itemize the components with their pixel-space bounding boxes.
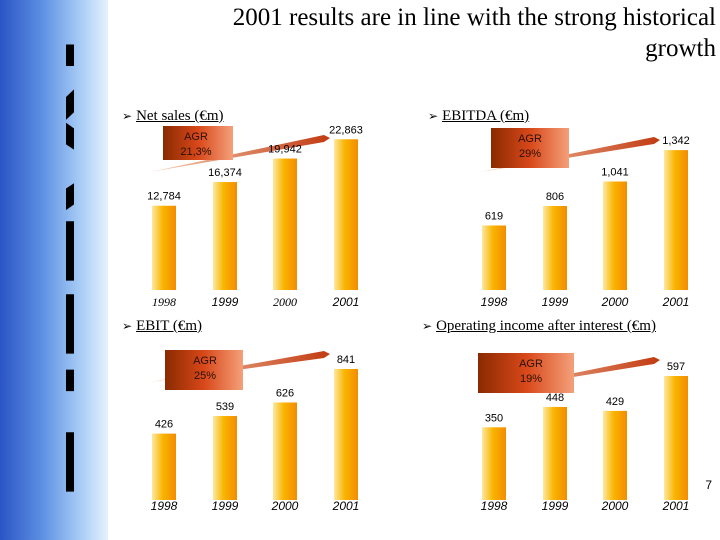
net-sales-bar-1999 (213, 182, 237, 290)
ebitda-bar-1998 (482, 225, 506, 290)
bullet-arrow-icon: ➢ (428, 109, 439, 123)
ebitda-bar-2001 (664, 150, 688, 290)
page-number: 7 (705, 478, 712, 492)
ebit-year-label-1999: 1999 (212, 499, 239, 513)
ebit-value-label-1998: 426 (155, 419, 173, 431)
ebitda-year-label-1999: 1999 (542, 295, 569, 309)
ebit-title: EBIT (€m) (136, 318, 203, 334)
operating-income-bar-2000 (603, 410, 627, 500)
operating-income-title: Operating income after interest (€m) (436, 318, 656, 334)
net-sales-year-label-1999: 1999 (212, 295, 239, 309)
ebitda-title: EBITDA (€m) (442, 108, 530, 124)
ebitda-agr-label: 29% (519, 148, 541, 160)
operating-income-value-label-2001: 597 (667, 361, 685, 373)
net-sales-header: ➢ Net sales (€m) (122, 108, 224, 125)
operating-income-year-label-2001: 2001 (662, 499, 690, 513)
ebit-agr-box (165, 350, 243, 390)
net-sales-year-label-2001: 2001 (332, 295, 360, 309)
net-sales-year-label-1998: 1998 (152, 295, 176, 309)
ebit-bar-1998 (152, 433, 176, 500)
net-sales-year-label-2000: 2000 (273, 295, 297, 309)
ebitda-value-label-1998: 619 (485, 210, 503, 222)
rallye-logo: RALLYE (51, 34, 74, 500)
ebitda-year-label-2001: 2001 (662, 295, 690, 309)
operating-income-year-label-2000: 2000 (601, 499, 629, 513)
ebitda-agr-label: AGR (518, 133, 542, 145)
ebitda-value-label-2000: 1,041 (601, 167, 629, 179)
operating-income-header: ➢ Operating income after interest (€m) (422, 318, 656, 335)
net-sales-bar-1998 (152, 205, 176, 290)
ebitda-value-label-1999: 806 (546, 191, 564, 203)
ebitda-header: ➢ EBITDA (€m) (428, 108, 529, 125)
slide-title: 2001 results are in line with the strong… (232, 4, 716, 62)
net-sales-value-label-1998: 12,784 (147, 191, 181, 203)
ebit-header: ➢ EBIT (€m) (122, 318, 202, 335)
ebit-value-label-2000: 626 (276, 387, 294, 399)
net-sales-growth-arrow (150, 135, 330, 172)
ebitda-year-label-2000: 2000 (601, 295, 629, 309)
bullet-arrow-icon: ➢ (122, 319, 133, 333)
net-sales-agr-label: AGR (184, 131, 208, 143)
net-sales-bar-2000 (273, 158, 297, 290)
operating-income-value-label-1998: 350 (485, 412, 503, 424)
ebit-bar-2000 (273, 402, 297, 500)
net-sales-bar-2001 (334, 139, 358, 290)
brand-sidebar: RALLYE (0, 0, 108, 540)
bullet-arrow-icon: ➢ (122, 109, 133, 123)
ebit-year-label-2001: 2001 (332, 499, 360, 513)
operating-income-year-label-1999: 1999 (542, 499, 569, 513)
net-sales-agr-label: 21,3% (180, 146, 211, 158)
operating-income-value-label-1999: 448 (546, 392, 564, 404)
ebit-agr-label: 25% (194, 370, 216, 382)
ebit-value-label-1999: 539 (216, 401, 234, 413)
operating-income-value-label-2000: 429 (606, 396, 624, 408)
ebitda-bar-2000 (603, 181, 627, 290)
ebit-year-label-1998: 1998 (151, 499, 178, 513)
ebit-value-label-2001: 841 (337, 354, 355, 366)
net-sales-title: Net sales (€m) (136, 108, 224, 124)
net-sales-value-label-2000: 19,942 (268, 144, 302, 156)
net-sales-value-label-2001: 22,863 (329, 124, 363, 136)
operating-income-year-label-1998: 1998 (481, 499, 508, 513)
ebit-bar-1999 (213, 416, 237, 500)
operating-income-bar-1999 (543, 406, 567, 500)
ebitda-value-label-2001: 1,342 (662, 135, 690, 147)
operating-income-agr-label: AGR (519, 358, 543, 370)
ebitda-agr-box (491, 128, 569, 168)
operating-income-agr-box (478, 353, 574, 393)
bullet-arrow-icon: ➢ (422, 319, 433, 333)
ebit-bar-2001 (334, 368, 358, 500)
ebitda-bar-1999 (543, 205, 567, 290)
operating-income-agr-label: 19% (520, 373, 542, 385)
ebit-year-label-2000: 2000 (271, 499, 299, 513)
ebit-agr-label: AGR (193, 355, 217, 367)
svg-text:RALLYE: RALLYE (51, 34, 74, 500)
net-sales-value-label-1999: 16,374 (208, 167, 242, 179)
operating-income-bar-2001 (664, 376, 688, 500)
net-sales-agr-box (163, 126, 233, 160)
operating-income-bar-1998 (482, 427, 506, 500)
ebitda-year-label-1998: 1998 (481, 295, 508, 309)
